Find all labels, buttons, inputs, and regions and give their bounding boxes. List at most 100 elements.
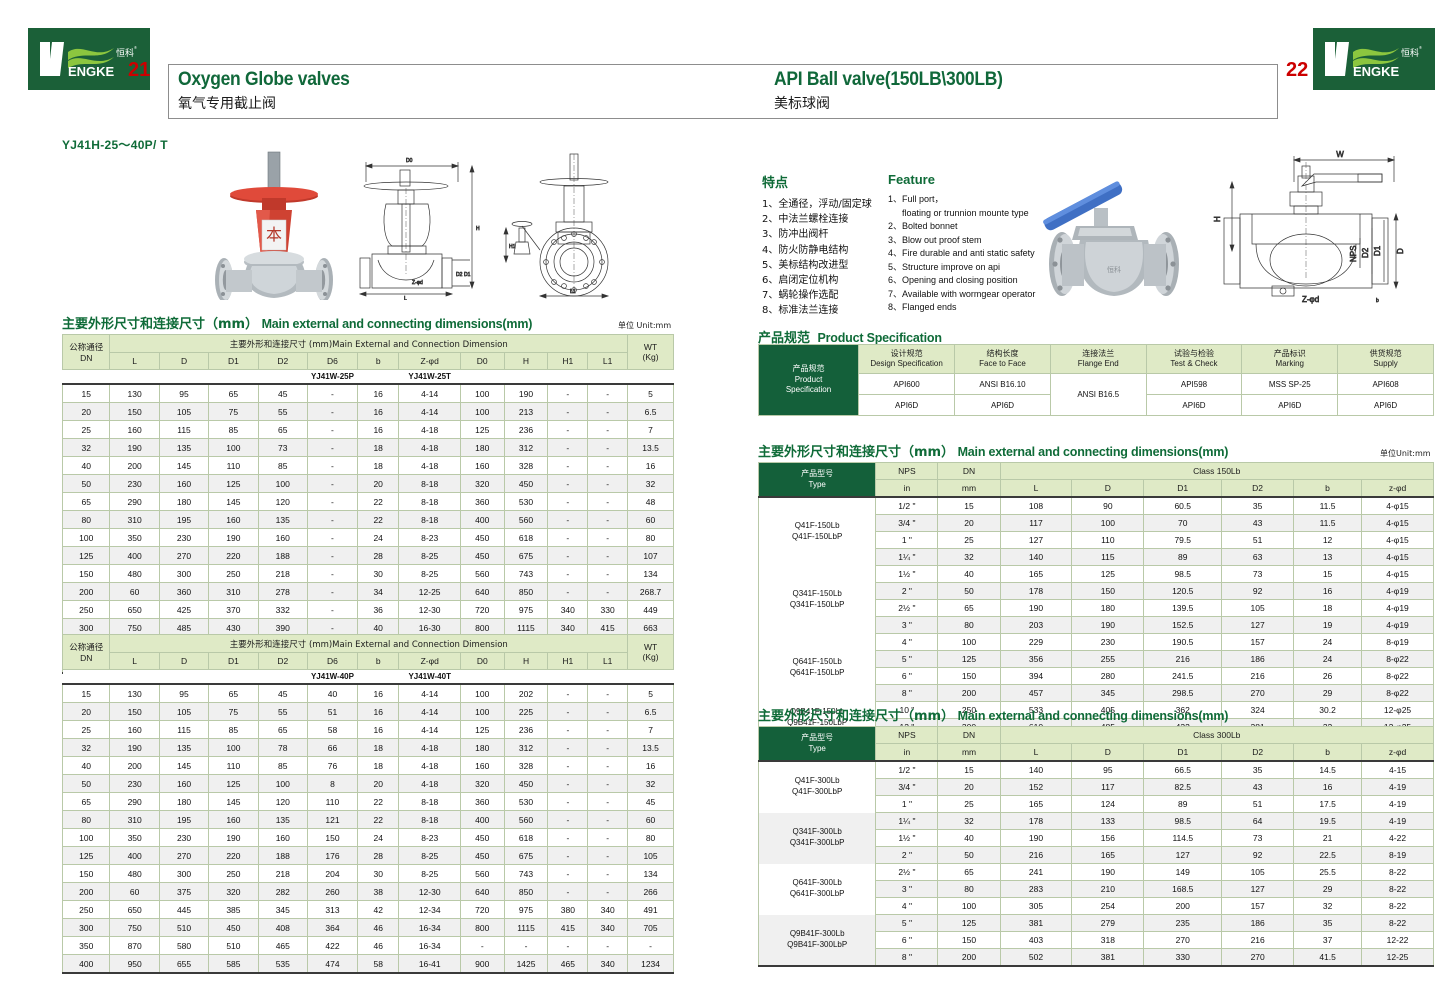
cell-value: 278 (257, 582, 308, 601)
cell-value: 135 (158, 438, 210, 457)
cell-value: 360 (459, 492, 505, 511)
cell-value: 270 (158, 846, 210, 865)
cell-value: 405 (1071, 701, 1145, 719)
cell-dn: 250 (61, 600, 111, 619)
cell-value: 160 (459, 756, 505, 775)
th2-D1: D1 (208, 652, 259, 670)
table-row: 8 " 200 502 381 330 270 41.5 12-25 (759, 948, 1434, 967)
feature-en-item: floating or trunnion mounte type (902, 207, 1029, 218)
cell-value: 16 (356, 683, 400, 703)
type-label-line1: Q341F-300Lb (792, 827, 842, 837)
cell-nps: 1½ " (875, 565, 939, 583)
t150-col-D1: D1 (1143, 479, 1223, 498)
cell-value: - (547, 420, 589, 439)
variant-spacer3 (460, 669, 674, 684)
cell-value: 16 (356, 402, 400, 421)
cell-value: 313 (306, 900, 358, 919)
th2-wt: WT (Kg) (627, 634, 674, 670)
cell-nps: 3/4 " (875, 778, 939, 796)
type-label: Q641F-150Lb Q641F-150LbP (757, 633, 877, 702)
cell-value: 145 (208, 492, 259, 511)
cell-value: - (306, 474, 358, 493)
table-row: 4 " 100 305 254 200 157 32 8-22 (759, 897, 1434, 915)
cell-value: - (547, 828, 589, 847)
cell-value: 8-φ19 (1361, 633, 1434, 651)
variant-spacer3 (460, 369, 674, 384)
cell-value: 655 (158, 954, 210, 974)
cell-nps: 10 " (875, 701, 939, 719)
th-D1: D1 (208, 352, 259, 370)
cell-value: 127 (999, 531, 1073, 549)
cell-value: 165 (1071, 846, 1145, 864)
cell-value: 465 (257, 936, 308, 955)
table1-head: 公称通径 DN 主要外形和连接尺寸 (mm)Main External and … (61, 334, 674, 370)
cell-value: 16 (627, 756, 674, 775)
svg-text:D1: D1 (464, 272, 471, 278)
cell-value: 216 (1143, 650, 1223, 668)
cell-value: - (587, 828, 629, 847)
cell-value: 400 (109, 846, 160, 865)
svg-text:®: ® (134, 45, 137, 50)
table-row: 80 310 195 160 135 121 22 8-18 400 560- -60 (61, 810, 674, 829)
feature-en-item: 2、Bolted bonnet (888, 221, 958, 231)
cell-value: 100 (208, 438, 259, 457)
cell-value: - (587, 383, 629, 403)
cell-value: 19.5 (1293, 812, 1363, 830)
type-label-line2: Q641F-150LbP (789, 667, 845, 677)
th2-D: D (158, 652, 210, 670)
feature-cn-item: 5、美标结构改进型 (762, 259, 849, 271)
class-150lb-table: 产品型号 Type NPS DN Class 150Lb in mm L D D… (757, 462, 1435, 737)
cell-value: 37 (1293, 931, 1363, 949)
cell-value: 40 (356, 618, 400, 637)
cell-value: 150 (109, 402, 160, 421)
cell-value: 95 (158, 683, 210, 703)
t300-body: Q41F-300Lb Q41F-300LbP 1/2 " 15 140 95 66.5 35 1… (757, 760, 1434, 967)
cell-value: 360 (459, 792, 505, 811)
cell-value: - (306, 564, 358, 583)
cell-nps: 1 " (875, 795, 939, 813)
cell-dn: 100 (937, 633, 1001, 651)
type-label-line1: Q9B41F-300Lb (789, 928, 845, 938)
cell-value: 73 (257, 438, 308, 457)
cell-value: - (587, 846, 629, 865)
cell-value: 480 (109, 564, 160, 583)
cell-value: 29 (1293, 880, 1363, 898)
cell-value: 28 (356, 846, 400, 865)
cell-value: 150 (109, 702, 160, 721)
svg-text:L: L (404, 296, 407, 300)
svg-text:L1: L1 (570, 289, 576, 295)
cell-value: 100 (459, 402, 505, 421)
feature-en-item: 1、Full port， (888, 194, 944, 204)
cell-value: 7 (627, 420, 674, 439)
cell-value: 218 (257, 564, 308, 583)
table-row: 150 480 300 250 218-30 8-25 560 743- -134 (61, 564, 674, 583)
cell-value: 160 (257, 828, 308, 847)
cell-value: - (587, 792, 629, 811)
cell-value: 34 (356, 582, 400, 601)
type-label-line1: Q641F-150Lb (792, 656, 842, 666)
cell-value: 178 (999, 812, 1073, 830)
feature-en-item: 4、Fire durable and anti static safety (888, 248, 1035, 258)
cell-value: 16 (1293, 778, 1363, 796)
table-row: 32 190 135 100 78 66 18 4-18 180 312- -13.5 (61, 738, 674, 757)
cell-value: - (587, 492, 629, 511)
cell-value: 328 (503, 456, 549, 475)
cell-value: 165 (999, 565, 1073, 583)
cell-value: 24 (356, 828, 400, 847)
table-row: 5 " 125 356 255 216 186 24 8-φ22 (759, 650, 1434, 668)
th-L: L (109, 352, 160, 370)
cell-value: 800 (459, 918, 505, 937)
cell-value: 190 (1071, 616, 1145, 634)
cell-value: 4-19 (1361, 778, 1434, 796)
cell-value: 8-18 (398, 510, 461, 529)
cell-value: 190.5 (1143, 633, 1223, 651)
cell-value: 270 (1221, 684, 1295, 702)
cell-value: 4-19 (1361, 795, 1434, 813)
cell-value: 16-34 (398, 918, 461, 937)
label-D1: D1 (1373, 245, 1382, 256)
table-row: 6 " 150 394 280 241.5 216 26 8-φ22 (759, 667, 1434, 685)
cell-value: 85 (257, 456, 308, 475)
cell-value: - (306, 420, 358, 439)
cell-value: 60 (627, 810, 674, 829)
spec-heading-cn: 产品规范 (758, 331, 811, 346)
